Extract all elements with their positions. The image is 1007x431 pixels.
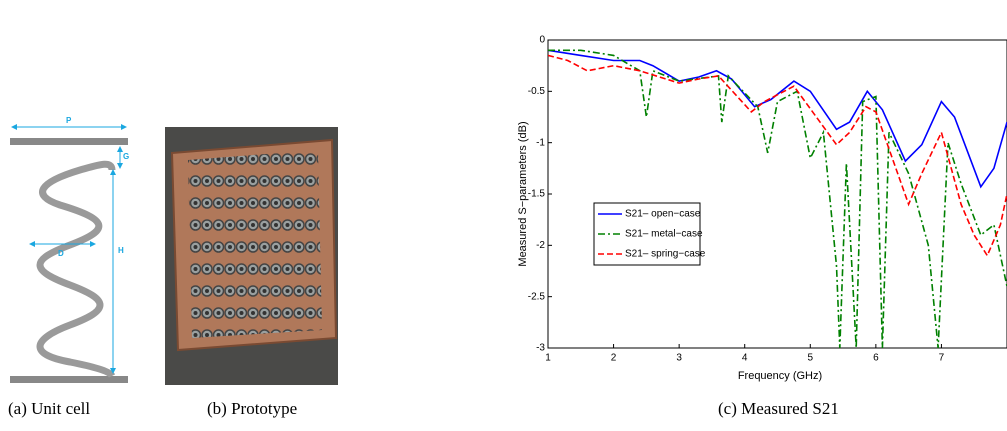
y-tick-label: -1.5 — [528, 189, 546, 200]
bottom-plate — [10, 376, 128, 383]
x-axis-label: Frequency (GHz) — [738, 370, 822, 382]
x-tick-label: 3 — [676, 353, 682, 364]
x-tick-label: 7 — [939, 353, 945, 364]
caption: (b) Prototype — [207, 399, 297, 418]
dim-label: G — [123, 152, 129, 161]
x-tick-label: 2 — [611, 353, 617, 364]
y-axis-label: Measured S−parameters (dB) — [517, 121, 529, 266]
y-tick-label: -2 — [536, 240, 545, 251]
y-tick-label: -3 — [536, 343, 545, 354]
dim-label: P — [66, 116, 72, 125]
series-line — [548, 49, 1007, 349]
unit-cell-diagram: P G D H — [10, 116, 129, 383]
y-tick-label: 0 — [539, 35, 545, 46]
x-tick-label: 4 — [742, 353, 748, 364]
series-line — [548, 54, 1007, 258]
series-line — [548, 49, 1007, 189]
caption: (c) Measured S21 — [718, 399, 839, 418]
dim-label: D — [58, 249, 64, 258]
prototype-photo — [165, 127, 338, 385]
spring — [36, 160, 116, 379]
y-tick-label: -0.5 — [528, 86, 546, 97]
legend-label: S21– metal−case — [625, 229, 703, 240]
legend-label: S21– open−case — [625, 209, 701, 220]
caption: (a) Unit cell — [8, 399, 90, 418]
plot-area — [547, 39, 1007, 349]
x-tick-label: 6 — [873, 353, 879, 364]
x-tick-label: 1 — [545, 353, 551, 364]
x-tick-label: 5 — [808, 353, 814, 364]
y-tick-label: -2.5 — [528, 291, 546, 302]
top-plate — [10, 138, 128, 145]
legend-label: S21– spring−case — [625, 249, 706, 260]
dim-label: H — [118, 246, 124, 255]
y-tick-label: -1 — [536, 137, 545, 148]
